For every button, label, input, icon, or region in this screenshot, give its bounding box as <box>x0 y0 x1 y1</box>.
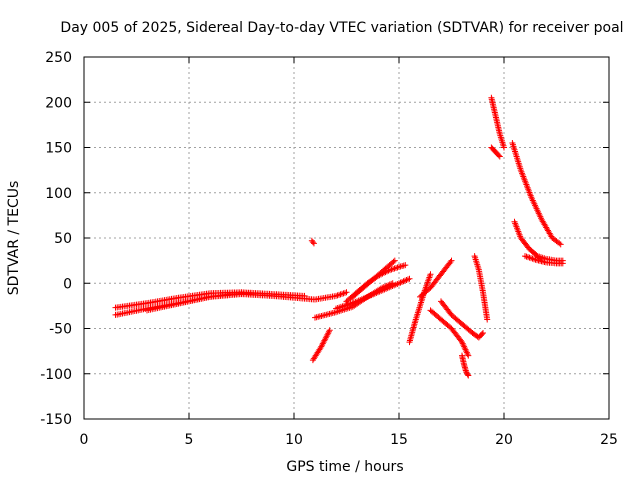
data-series <box>112 94 566 379</box>
data-point <box>557 241 564 248</box>
data-point <box>326 327 333 334</box>
data-point <box>526 254 533 261</box>
series-trace-q <box>488 144 503 160</box>
y-tick-label: -150 <box>40 412 72 428</box>
series-trace-l <box>427 307 472 359</box>
series-trace-i <box>333 275 413 312</box>
y-tick-label: -100 <box>40 367 72 383</box>
y-tick-label: 200 <box>45 95 72 111</box>
series-trace-h <box>349 257 398 300</box>
series-trace-c <box>144 290 255 314</box>
data-point <box>495 152 502 159</box>
chart-title: Day 005 of 2025, Sidereal Day-to-day VTE… <box>60 20 623 36</box>
y-tick-label: 250 <box>45 50 72 66</box>
y-tick-label: 0 <box>63 276 72 292</box>
data-point <box>391 265 398 272</box>
data-point <box>310 240 317 247</box>
data-point <box>528 255 534 262</box>
x-tick-label: 20 <box>495 432 513 448</box>
y-tick-label: 50 <box>54 231 72 247</box>
x-tick-label: 0 <box>80 432 89 448</box>
series-trace-m <box>438 298 486 341</box>
data-point <box>325 328 332 335</box>
data-point <box>390 258 397 265</box>
data-point <box>522 253 528 260</box>
data-point <box>464 371 471 378</box>
data-point <box>339 290 345 297</box>
y-tick-label: -50 <box>49 322 72 338</box>
data-point <box>342 289 348 296</box>
data-point <box>309 239 316 246</box>
data-point <box>484 316 491 323</box>
series-trace-t <box>522 253 566 267</box>
series-trace-s <box>511 218 566 264</box>
data-point <box>501 144 507 151</box>
x-axis-label: GPS time / hours <box>286 459 403 475</box>
data-point <box>559 260 566 267</box>
y-axis-label: SDTVAR / TECUs <box>6 181 22 296</box>
x-tick-label: 25 <box>600 432 618 448</box>
x-tick-label: 10 <box>285 432 303 448</box>
data-point <box>448 257 455 264</box>
series-trace-n <box>459 352 472 379</box>
data-point <box>393 264 399 271</box>
axes: 0 5 10 15 20 25 -150 -100 -50 0 50 100 150 200 250 <box>40 50 618 448</box>
data-point <box>556 240 563 247</box>
data-point <box>427 271 434 278</box>
data-point <box>340 290 347 297</box>
x-tick-label: 15 <box>390 432 408 448</box>
data-point <box>523 253 530 260</box>
series-trace-p <box>488 94 507 151</box>
data-point <box>249 290 255 297</box>
data-point <box>402 262 409 269</box>
data-point <box>336 291 342 298</box>
data-point <box>465 372 472 379</box>
data-point <box>447 258 454 265</box>
series-trace-j <box>406 271 434 346</box>
series-trace-k <box>417 257 455 300</box>
y-tick-label: 150 <box>45 141 72 157</box>
data-point <box>334 292 341 299</box>
x-tick-label: 5 <box>185 432 194 448</box>
series-trace-r <box>509 139 564 248</box>
data-point <box>496 153 503 160</box>
data-point <box>343 289 350 296</box>
data-point <box>301 292 308 299</box>
data-point <box>525 254 531 261</box>
data-point <box>406 275 413 282</box>
data-point <box>337 291 344 298</box>
data-point <box>478 331 485 338</box>
data-point <box>465 352 472 359</box>
series-trace-d <box>309 327 333 364</box>
data-point <box>480 330 486 337</box>
y-tick-label: 100 <box>45 186 72 202</box>
series-trace-o <box>471 253 491 323</box>
gridlines <box>84 57 609 419</box>
data-point <box>391 257 398 264</box>
data-point <box>394 264 401 271</box>
series-trace-e <box>308 237 317 247</box>
